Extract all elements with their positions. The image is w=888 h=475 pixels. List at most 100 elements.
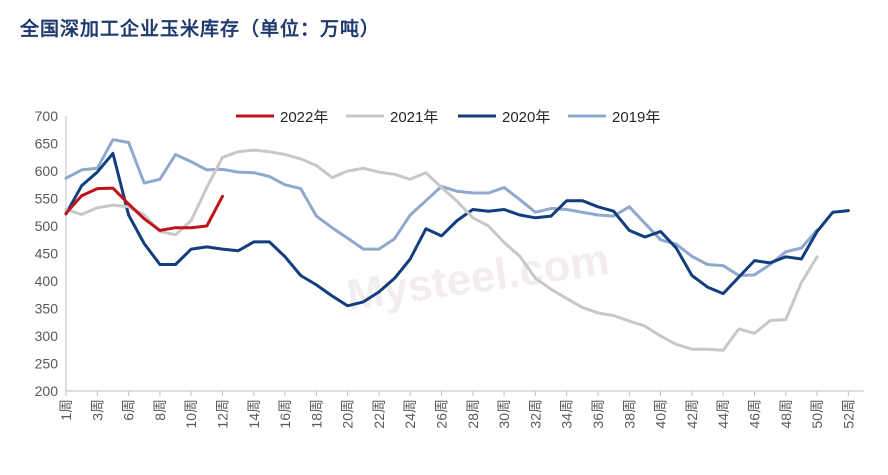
data-point	[206, 246, 208, 248]
x-tick-label: 26周	[434, 399, 450, 429]
series-line	[64, 186, 224, 232]
data-point	[65, 177, 67, 179]
data-point	[331, 227, 333, 229]
data-point	[222, 248, 223, 250]
data-point	[581, 211, 583, 213]
x-tick-label: 50周	[809, 399, 825, 429]
data-point	[707, 348, 708, 350]
data-point	[409, 178, 411, 180]
chart-legend: 2022年 2021年 2020年 2019年	[236, 109, 660, 126]
data-point	[488, 225, 489, 227]
x-tick-label: 28周	[465, 399, 481, 429]
chart-axes: 200 250 300 350 400 450 500 550 600 650 700 1周 3周 6周 8…	[35, 108, 864, 429]
data-point	[472, 217, 474, 219]
data-point	[81, 195, 83, 197]
data-point	[644, 222, 646, 224]
data-point	[769, 262, 771, 264]
data-point	[550, 215, 552, 217]
data-point	[456, 190, 458, 192]
y-tick-label: 350	[35, 301, 59, 317]
watermark: Mysteel.com	[344, 235, 612, 320]
data-point	[534, 277, 536, 279]
data-point	[143, 243, 145, 245]
data-point	[472, 192, 474, 194]
data-point	[128, 214, 130, 216]
data-point	[284, 256, 286, 258]
data-point	[816, 231, 818, 232]
data-point	[253, 241, 255, 243]
data-point	[112, 139, 114, 141]
data-point	[722, 265, 724, 267]
data-point	[613, 315, 615, 317]
data-point	[722, 349, 724, 351]
data-point	[237, 171, 239, 173]
y-tick-label: 300	[35, 328, 59, 344]
data-point	[534, 211, 536, 213]
data-point	[628, 206, 630, 208]
data-point	[769, 320, 771, 322]
y-tick-label: 200	[35, 383, 59, 399]
data-point	[206, 169, 208, 171]
data-point	[347, 170, 349, 172]
series-line	[64, 138, 819, 277]
data-point	[347, 305, 349, 307]
data-point	[566, 200, 568, 202]
data-point	[253, 149, 255, 151]
data-point	[81, 213, 83, 215]
data-point	[754, 260, 755, 262]
watermark-text: Mysteel.com	[344, 235, 612, 320]
data-point	[331, 177, 333, 179]
y-tick-label: 550	[35, 191, 59, 207]
data-point	[488, 192, 489, 194]
data-point	[237, 151, 239, 153]
data-point	[800, 247, 802, 249]
x-tick-label: 46周	[746, 399, 762, 429]
legend-label: 2021年	[390, 109, 438, 126]
data-point	[488, 210, 489, 212]
data-point	[534, 217, 536, 219]
data-point	[441, 187, 442, 188]
data-point	[222, 156, 223, 158]
data-point	[315, 284, 317, 286]
data-point	[441, 235, 442, 237]
data-point	[96, 167, 98, 169]
data-point	[65, 209, 67, 210]
data-point	[675, 247, 677, 249]
data-point	[378, 171, 380, 173]
x-tick-label: 22周	[371, 399, 387, 429]
data-point	[331, 295, 333, 297]
data-point	[190, 248, 192, 250]
data-point	[503, 242, 505, 243]
data-point	[566, 209, 568, 210]
x-tick-label: 3周	[89, 399, 105, 421]
data-point	[128, 203, 130, 205]
y-tick-label: 600	[35, 163, 59, 179]
data-point	[175, 154, 176, 155]
data-point	[660, 231, 662, 232]
x-tick-label: 36周	[590, 399, 606, 429]
data-point	[268, 176, 270, 177]
data-point	[519, 255, 521, 257]
x-tick-label: 8周	[152, 399, 168, 421]
data-point	[96, 188, 98, 190]
data-point	[566, 298, 568, 300]
chart-title: 全国深加工企业玉米库存（单位：万吨）	[20, 18, 381, 40]
data-point	[394, 277, 396, 279]
data-point	[378, 248, 380, 250]
data-point	[425, 228, 427, 230]
data-point	[660, 239, 662, 241]
data-point	[644, 325, 646, 327]
data-point	[675, 243, 677, 245]
data-point	[315, 215, 317, 217]
series-2021	[64, 148, 819, 352]
data-point	[300, 158, 302, 160]
data-point	[65, 212, 67, 214]
data-point	[206, 225, 208, 227]
legend-item: 2021年	[346, 109, 438, 126]
legend-item: 2022年	[236, 109, 328, 126]
data-point	[394, 238, 396, 240]
data-point	[785, 319, 787, 320]
data-point	[738, 276, 740, 278]
data-point	[785, 256, 787, 258]
x-tick-label: 12周	[214, 399, 230, 429]
